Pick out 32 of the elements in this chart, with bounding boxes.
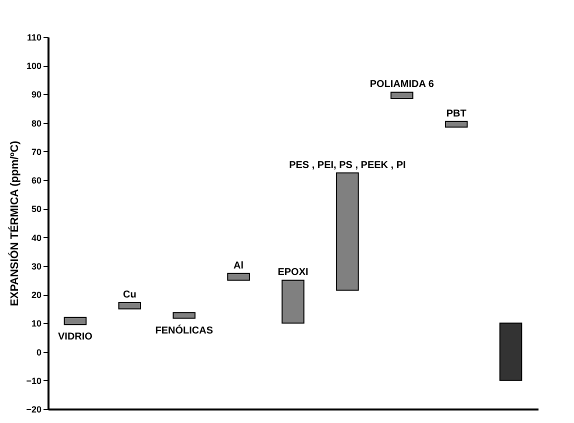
- y-tick-label: 30: [31, 261, 42, 272]
- bar: [444, 120, 468, 128]
- x-tick-label: PBT: [446, 108, 466, 120]
- y-tick-label: 110: [26, 32, 42, 42]
- x-tick-label: Cu: [122, 290, 136, 301]
- y-tick-label: 90: [31, 90, 42, 100]
- bar: [499, 322, 522, 381]
- y-tick-label: 100: [26, 61, 42, 72]
- x-tick-label: PES , PEI, PS , PEEK , PI: [289, 160, 406, 171]
- x-tick-label: FENÓLICAS: [155, 324, 214, 336]
- x-tick-label: VIDRIO: [58, 332, 93, 343]
- bar: [172, 312, 196, 319]
- x-tick-label: POLIAMIDA 6: [370, 79, 434, 90]
- y-tick-label: 70: [31, 146, 42, 157]
- bar: [336, 172, 359, 291]
- y-tick-label: 0: [36, 347, 42, 358]
- y-tick-label: −10: [26, 376, 42, 386]
- y-tick-label: 50: [31, 204, 42, 214]
- y-tick-label: 80: [31, 118, 42, 128]
- bar: [390, 92, 414, 100]
- y-tick-label: −20: [26, 404, 42, 414]
- y-tick-label: 60: [31, 176, 42, 186]
- y-tick-label: 10: [31, 318, 42, 329]
- bar: [118, 302, 142, 310]
- y-axis-title: EXPANSIÓN TÉRMICA (ppm/ºC): [8, 140, 22, 306]
- bar: [227, 272, 250, 281]
- x-tick-label: Al: [234, 260, 244, 272]
- y-tick-label: 40: [31, 232, 42, 243]
- y-tick-label: 20: [31, 290, 42, 300]
- x-tick-label: EPOXI: [278, 267, 308, 278]
- bar: [64, 316, 87, 326]
- bar: [282, 280, 304, 324]
